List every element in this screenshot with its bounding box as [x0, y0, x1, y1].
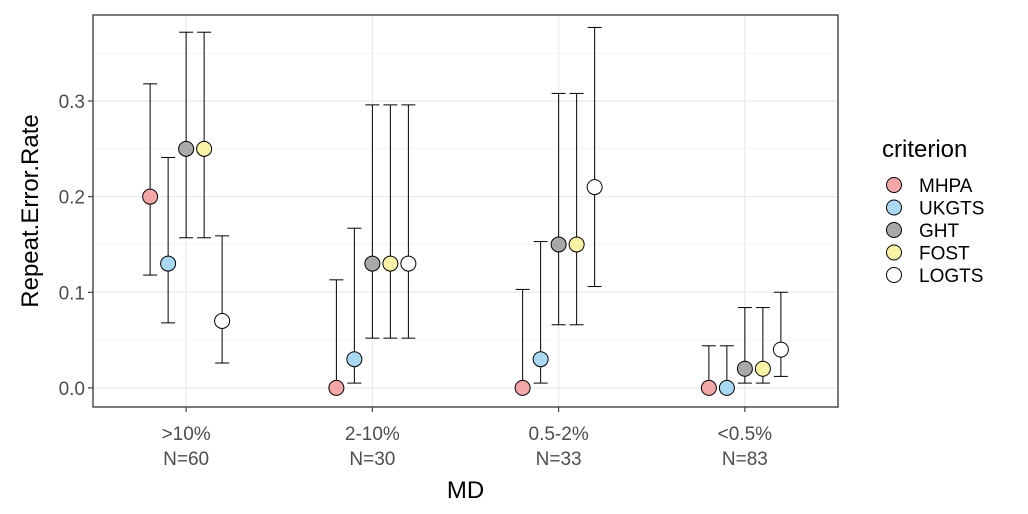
legend-key: [886, 267, 902, 283]
legend-item-ght: GHT: [886, 221, 960, 242]
data-point-logts: [400, 255, 417, 272]
legend-item-logts: LOGTS: [886, 266, 983, 287]
legend-key: [886, 177, 902, 193]
data-point-mhpa: [142, 188, 159, 205]
error-bar: [569, 92, 584, 326]
legend-label: LOGTS: [919, 266, 983, 287]
data-point-fost: [568, 236, 585, 253]
y-tick-label: 0.2: [59, 188, 85, 209]
data-point-ght: [550, 236, 567, 253]
error-bar: [587, 26, 602, 288]
data-point-mhpa: [328, 379, 345, 396]
legend-item-fost: FOST: [886, 244, 970, 265]
legend-key: [886, 244, 902, 261]
legend-title: criterion: [882, 136, 967, 163]
error-bar: [515, 288, 530, 389]
data-point-logts: [772, 341, 789, 358]
x-tick-label: 0.5-2%: [529, 424, 589, 445]
x-tick-n-label: N=33: [536, 449, 582, 470]
legend-key: [886, 222, 902, 238]
y-axis-title: Repeat.Error.Rate: [17, 114, 44, 307]
grid: [93, 15, 838, 407]
error-bars: [143, 26, 788, 389]
error-bar: [383, 104, 398, 339]
x-tick-n-label: N=30: [349, 449, 395, 470]
data-point-fost: [382, 255, 399, 272]
data-point-ght: [736, 360, 753, 377]
data-point-ukgts: [160, 255, 177, 272]
data-point-ukgts: [346, 351, 363, 368]
data-point-ukgts: [718, 379, 735, 396]
error-bar: [215, 235, 230, 364]
y-tick-label: 0.0: [59, 379, 85, 400]
plot-panel-border: [92, 14, 839, 408]
y-axis-ticks: 0.0 0.1 0.2 0.3: [59, 92, 93, 400]
data-point-fost: [754, 360, 771, 377]
data-point-mhpa: [514, 379, 531, 396]
data-point-ght: [364, 255, 381, 272]
data-point-ght: [178, 140, 195, 157]
data-point-fost: [196, 140, 213, 157]
legend-key: [886, 199, 902, 216]
x-tick-label: >10%: [162, 424, 211, 445]
legend-item-mhpa: MHPA: [886, 176, 973, 197]
error-bar: [161, 156, 176, 324]
data-point-mhpa: [700, 379, 717, 396]
data-point-ukgts: [532, 351, 549, 368]
error-bar: [551, 92, 566, 326]
legend-label: MHPA: [919, 176, 973, 197]
error-bar: [365, 104, 380, 339]
x-axis-ticks: >10% N=60 2-10% N=30 0.5-2% N=33 <0.5% N=83: [162, 407, 773, 470]
data-point-logts: [586, 179, 603, 196]
x-tick-label: 2-10%: [345, 424, 400, 445]
legend-label: GHT: [919, 221, 960, 242]
error-bar: [773, 291, 788, 377]
error-bar: [143, 83, 158, 276]
legend-label: FOST: [919, 244, 970, 265]
x-tick-n-label: N=60: [163, 449, 209, 470]
legend-item-ukgts: UKGTS: [886, 199, 984, 220]
error-bar: [401, 104, 416, 339]
legend-label: UKGTS: [919, 199, 984, 220]
data-points: [142, 140, 789, 396]
error-bar: [197, 31, 212, 239]
x-tick-label: <0.5%: [718, 424, 773, 445]
x-axis-title: MD: [447, 477, 484, 504]
error-bar: [179, 31, 194, 239]
data-point-logts: [214, 312, 231, 329]
error-bar: [329, 279, 344, 389]
x-tick-n-label: N=83: [722, 449, 768, 470]
y-tick-label: 0.1: [59, 283, 85, 304]
y-tick-label: 0.3: [59, 92, 85, 113]
